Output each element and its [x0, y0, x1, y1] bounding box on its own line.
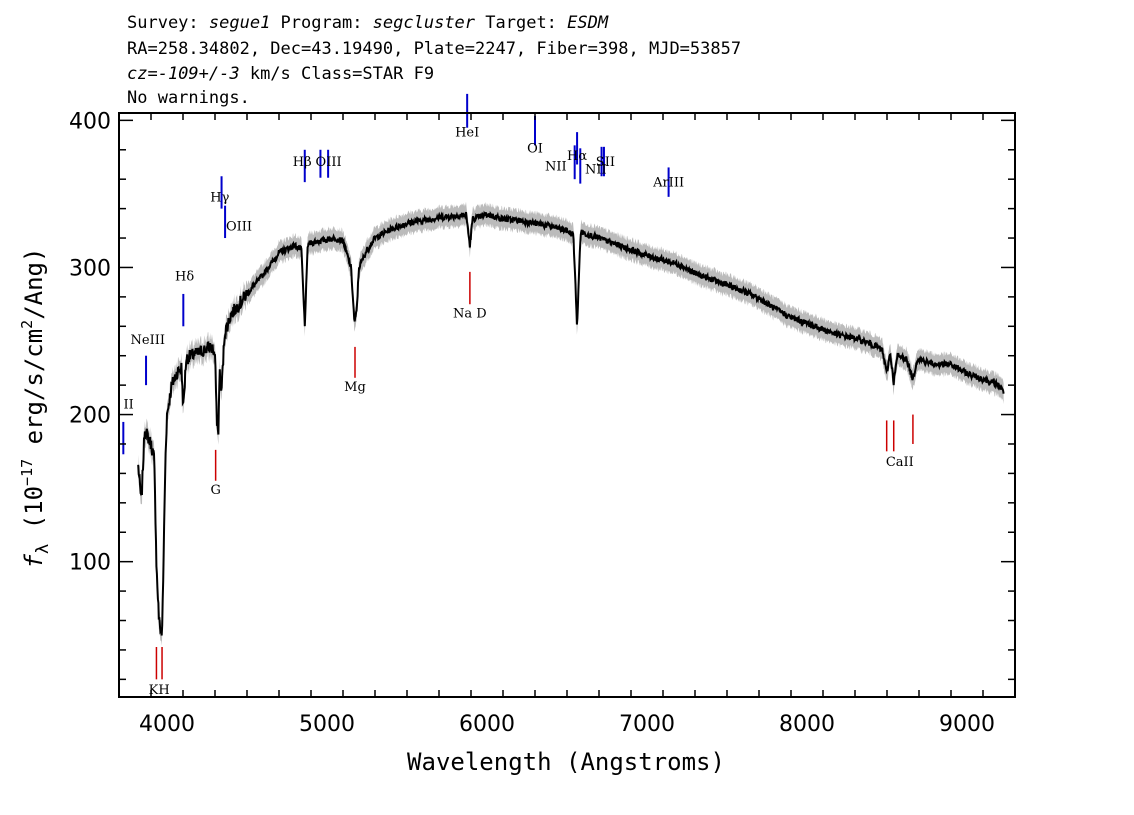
emission-line-label: Hβ: [293, 155, 312, 170]
emission-line-label: OIII: [226, 220, 252, 235]
absorption-line-label: Mg: [344, 380, 366, 395]
emission-line-label: NII: [585, 162, 607, 177]
y-tick-label: 300: [69, 256, 111, 281]
x-tick-label: 6000: [459, 712, 515, 737]
y-axis-title-part: f: [20, 553, 48, 568]
absorption-line-label: KH: [149, 683, 170, 698]
header-segment: Program:: [270, 13, 372, 33]
plot-frame: [118, 112, 1016, 698]
emission-line-label: OIII: [316, 155, 342, 170]
x-tick-label: 5000: [299, 712, 355, 737]
y-axis-title-part: erg/s/cm: [20, 329, 48, 459]
x-tick-label: 4000: [139, 712, 195, 737]
emission-line-label: SII: [596, 155, 615, 170]
header-segment: Survey:: [127, 13, 209, 33]
emission-line-label: NII: [545, 159, 567, 174]
header-line1: Survey: segue1 Program: segcluster Targe…: [127, 13, 609, 33]
emission-line-label: ArIII: [652, 176, 684, 191]
header-line4: No warnings.: [127, 88, 250, 108]
y-tick-label: 400: [69, 109, 111, 134]
y-axis-title: fλ (10−17 erg/s/cm2/Ang): [18, 248, 53, 569]
x-axis-title: Wavelength (Angstroms): [407, 748, 725, 776]
emission-line-label: Hγ: [210, 190, 229, 205]
y-tick-label: 100: [69, 551, 111, 576]
header-segment: segcluster: [373, 13, 476, 33]
emission-line-label: NeIII: [131, 333, 165, 348]
plot-header: Survey: segue1 Program: segcluster Targe…: [127, 13, 741, 108]
header-line3: cz=-109+/-3 km/s Class=STAR F9: [127, 64, 434, 84]
header-segment: ESDM: [567, 13, 609, 33]
y-axis-title-part: /Ang): [20, 248, 48, 320]
absorption-line-label: G: [210, 483, 220, 498]
y-axis-title-part: −17: [18, 459, 36, 486]
x-tick-label: 7000: [619, 712, 675, 737]
x-tick-label: 8000: [779, 712, 835, 737]
emission-line-label: Hδ: [175, 270, 194, 285]
header-line2: RA=258.34802, Dec=43.19490, Plate=2247, …: [127, 39, 741, 59]
y-axis-title-part: λ: [33, 544, 53, 554]
header-segment: cz=-109+/-3: [127, 64, 240, 84]
absorption-line-label: CaII: [886, 455, 914, 470]
emission-line-label: Hα: [567, 149, 587, 164]
y-axis-title-part: 2: [18, 320, 36, 329]
y-tick-label: 200: [69, 404, 111, 429]
header-segment: Target:: [475, 13, 567, 33]
absorption-line-label: Na D: [453, 306, 487, 321]
emission-line-label: OI: [527, 142, 543, 157]
x-tick-label: 9000: [939, 712, 995, 737]
emission-line-label: II: [123, 398, 133, 413]
emission-line-label: HeI: [455, 126, 479, 141]
spectrum-line: [137, 210, 1005, 636]
y-axis-title-part: (10: [20, 486, 48, 544]
header-segment: segue1: [209, 13, 270, 33]
header-segment: km/s Class=STAR F9: [240, 64, 434, 84]
